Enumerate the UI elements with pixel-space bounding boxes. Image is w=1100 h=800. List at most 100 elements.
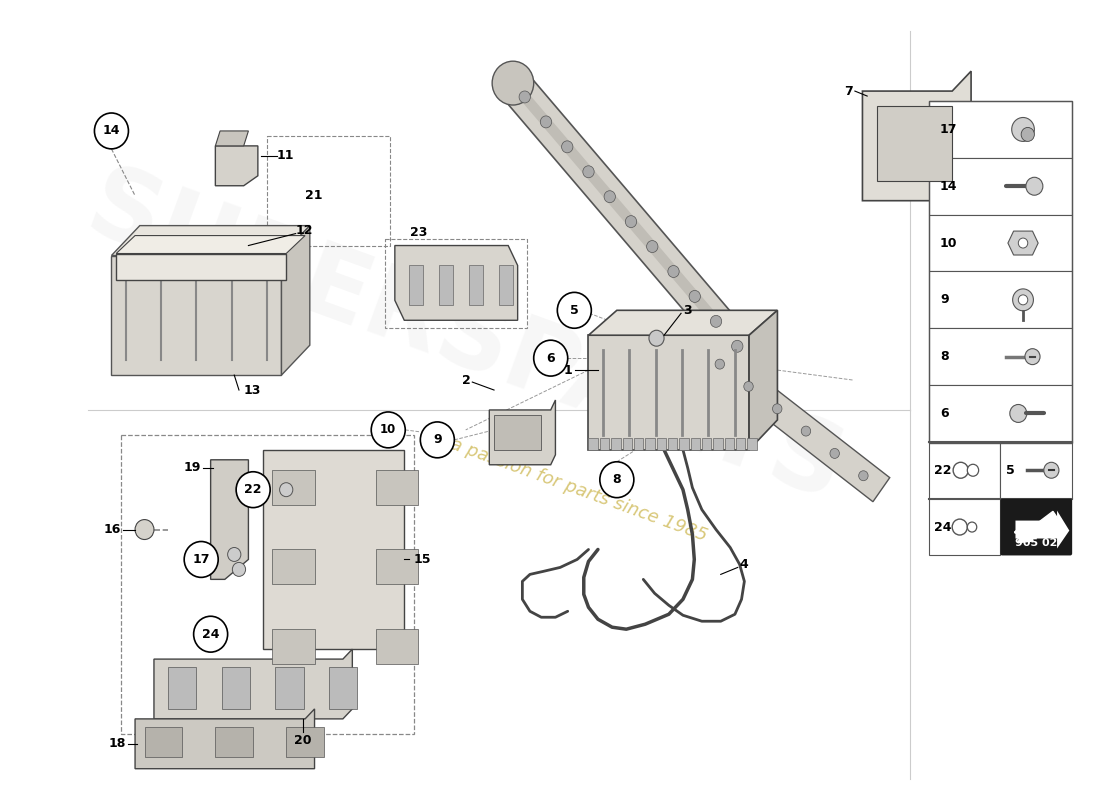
Bar <box>928 442 1000 498</box>
Polygon shape <box>749 310 778 450</box>
Polygon shape <box>500 71 761 372</box>
Bar <box>286 727 324 757</box>
Circle shape <box>953 519 967 535</box>
Bar <box>928 101 1072 443</box>
Circle shape <box>534 340 568 376</box>
Bar <box>1000 442 1072 498</box>
Circle shape <box>583 166 594 178</box>
Bar <box>121 435 414 734</box>
Polygon shape <box>1015 510 1069 549</box>
Bar <box>702 438 712 450</box>
Polygon shape <box>154 649 352 719</box>
Bar <box>376 470 418 505</box>
Bar <box>272 550 315 584</box>
Circle shape <box>1019 238 1027 248</box>
Circle shape <box>953 462 968 478</box>
Bar <box>494 415 541 450</box>
Circle shape <box>562 141 573 153</box>
Polygon shape <box>509 79 752 364</box>
Bar <box>272 630 315 664</box>
Polygon shape <box>693 338 890 502</box>
Text: 17: 17 <box>939 123 957 136</box>
Circle shape <box>1012 118 1034 142</box>
Circle shape <box>1021 127 1034 142</box>
Bar <box>385 238 527 328</box>
Circle shape <box>711 315 722 327</box>
Bar <box>679 438 689 450</box>
Circle shape <box>232 562 245 576</box>
Text: 12: 12 <box>296 224 314 237</box>
Bar <box>275 667 304 709</box>
Text: 22: 22 <box>244 483 262 496</box>
Text: 9: 9 <box>939 294 948 306</box>
Text: 16: 16 <box>103 523 121 536</box>
Polygon shape <box>216 146 257 186</box>
Polygon shape <box>111 255 282 375</box>
Circle shape <box>1026 178 1043 195</box>
Bar <box>928 271 1072 328</box>
Circle shape <box>733 342 766 378</box>
Polygon shape <box>117 235 305 254</box>
Circle shape <box>1010 405 1026 422</box>
Circle shape <box>600 462 634 498</box>
Circle shape <box>625 216 637 228</box>
Circle shape <box>236 472 271 508</box>
Circle shape <box>967 464 979 476</box>
Circle shape <box>647 241 658 253</box>
Circle shape <box>519 91 530 103</box>
Text: 24: 24 <box>934 521 952 534</box>
Bar <box>747 438 757 450</box>
Text: 23: 23 <box>410 226 427 238</box>
Circle shape <box>228 547 241 562</box>
Text: 6: 6 <box>547 352 556 365</box>
Text: 10: 10 <box>381 423 396 436</box>
Text: 905 02: 905 02 <box>1015 538 1057 548</box>
Bar <box>329 667 358 709</box>
Bar <box>144 727 183 757</box>
Text: 14: 14 <box>102 125 120 138</box>
Bar <box>928 498 1000 555</box>
Text: 7: 7 <box>845 85 853 98</box>
Bar <box>600 438 609 450</box>
Bar <box>376 630 418 664</box>
Bar <box>623 438 632 450</box>
Circle shape <box>95 113 129 149</box>
Bar <box>376 550 418 584</box>
Circle shape <box>371 412 405 448</box>
Circle shape <box>184 542 218 578</box>
Circle shape <box>492 61 534 105</box>
Text: 8: 8 <box>939 350 948 363</box>
Polygon shape <box>216 131 249 146</box>
Circle shape <box>558 292 592 328</box>
Bar <box>469 266 483 306</box>
Bar <box>725 438 734 450</box>
Polygon shape <box>210 460 249 579</box>
Text: 21: 21 <box>305 190 322 202</box>
Circle shape <box>732 340 742 352</box>
Polygon shape <box>263 450 405 649</box>
Text: 15: 15 <box>414 553 431 566</box>
Circle shape <box>1019 295 1027 305</box>
Circle shape <box>715 359 725 369</box>
Text: 19: 19 <box>184 462 201 474</box>
Circle shape <box>540 116 552 128</box>
Bar <box>222 667 250 709</box>
Text: 1: 1 <box>563 364 572 377</box>
Text: SUPERSPARTS: SUPERSPARTS <box>75 158 857 522</box>
Text: 6: 6 <box>939 407 948 420</box>
Circle shape <box>1044 462 1059 478</box>
Text: 8: 8 <box>613 474 621 486</box>
Circle shape <box>668 266 679 278</box>
Bar <box>928 214 1072 271</box>
Text: 2: 2 <box>462 374 471 386</box>
Text: 14: 14 <box>939 180 957 193</box>
Bar <box>612 438 620 450</box>
Bar <box>928 101 1072 158</box>
Bar <box>646 438 654 450</box>
Text: 24: 24 <box>202 628 219 641</box>
Polygon shape <box>117 254 286 281</box>
Circle shape <box>801 426 811 436</box>
Bar <box>216 727 253 757</box>
Bar <box>267 136 390 246</box>
Bar <box>634 438 643 450</box>
